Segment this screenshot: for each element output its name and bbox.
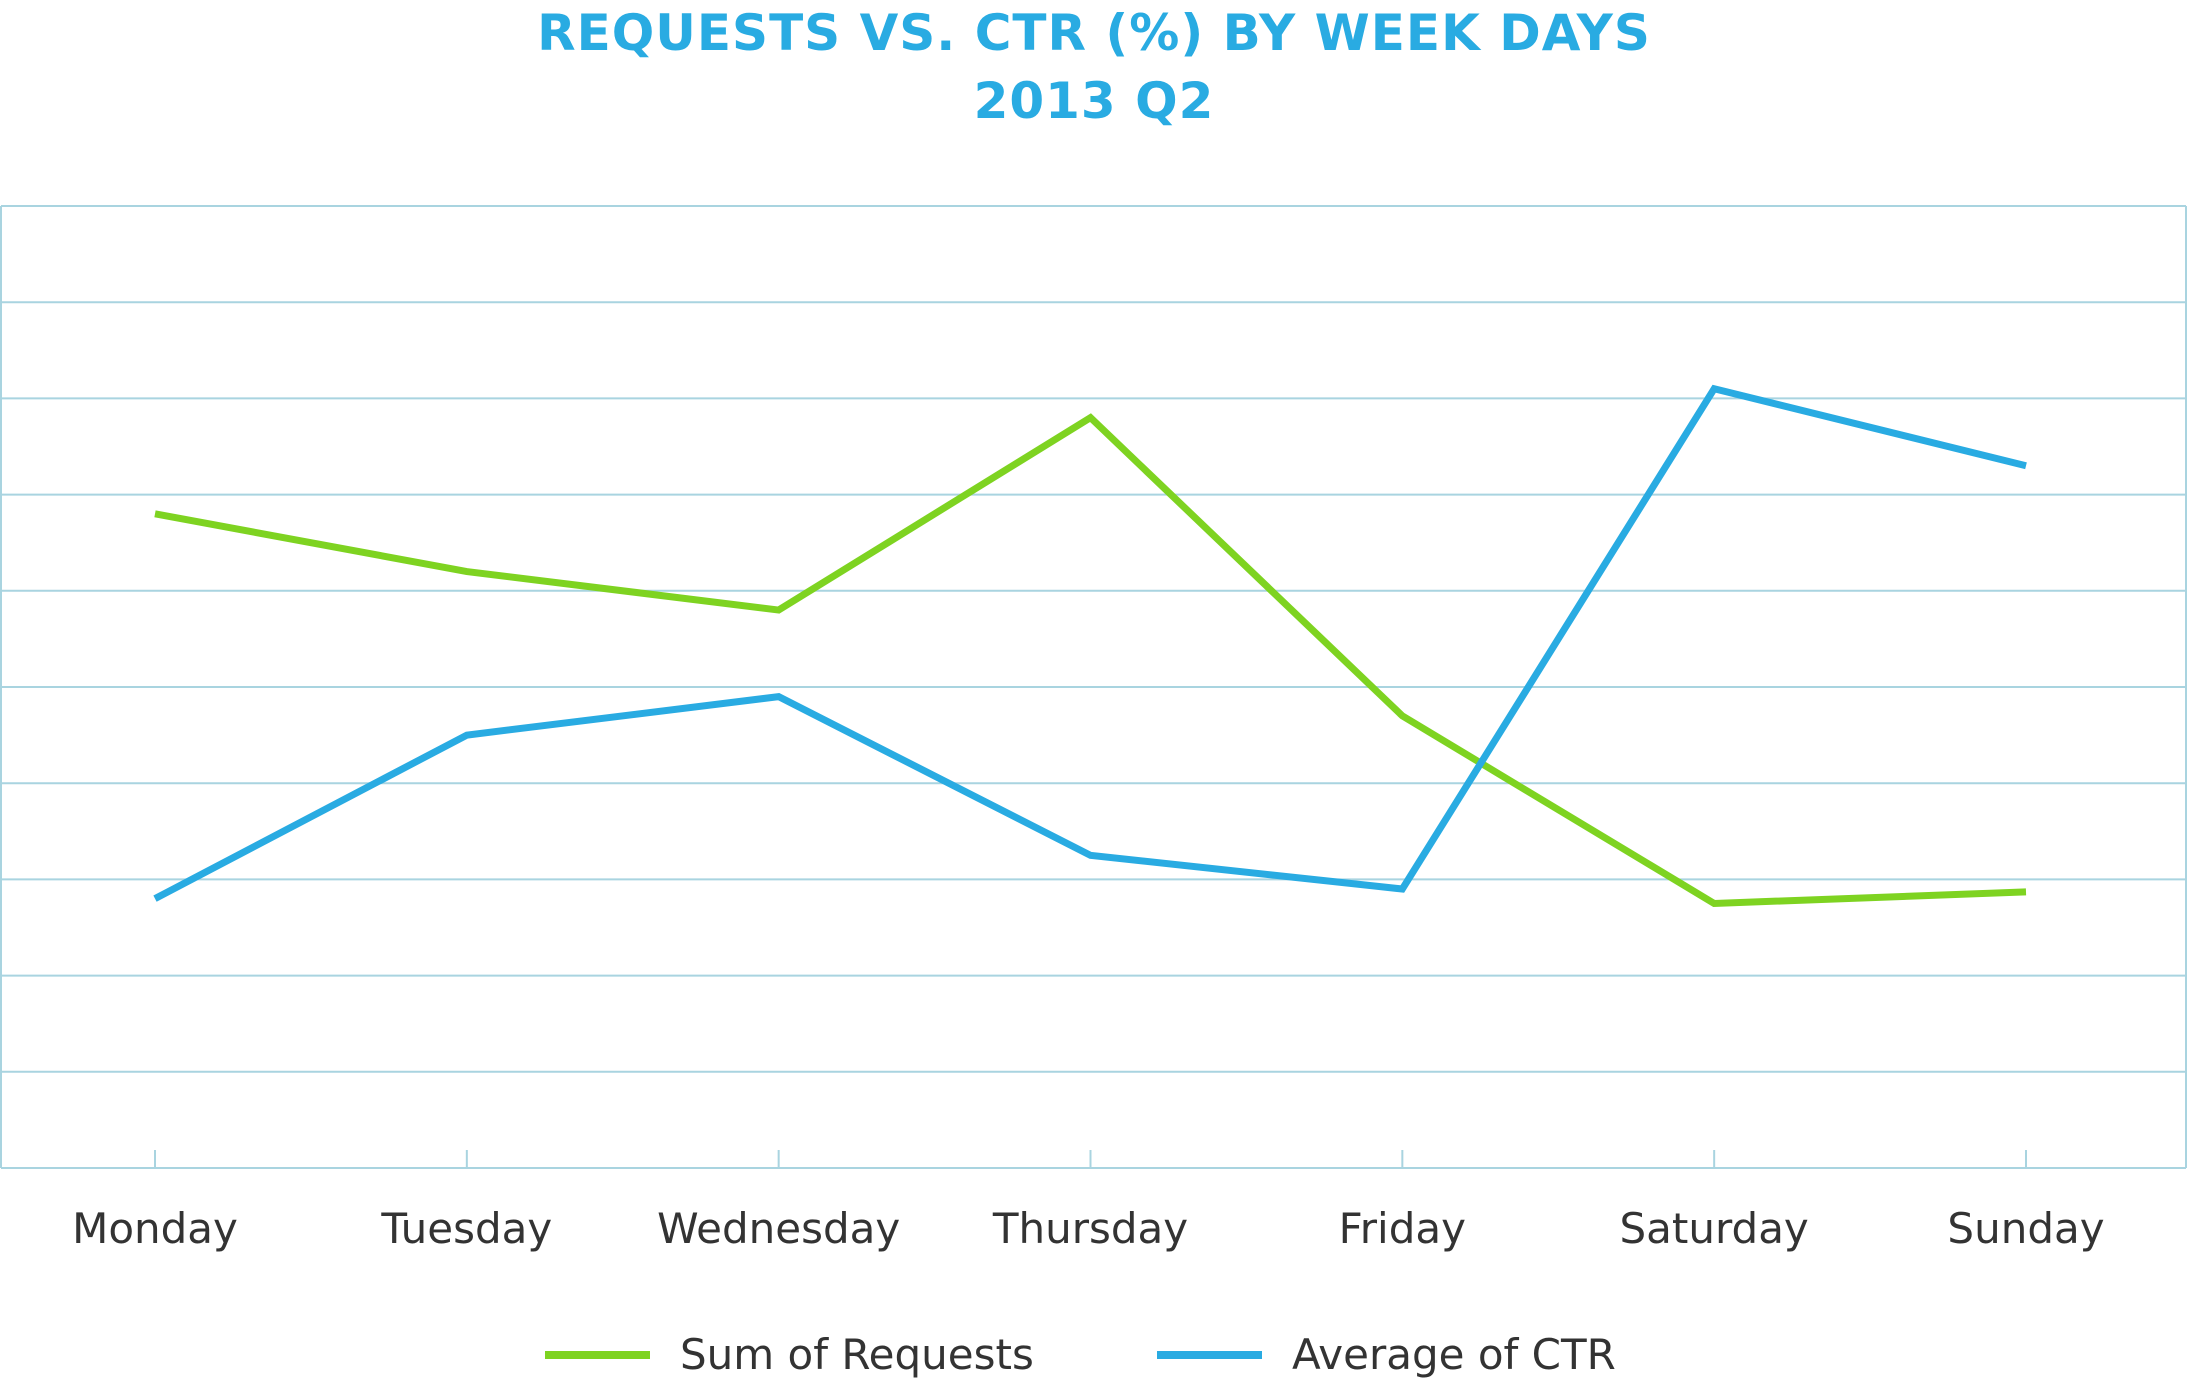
legend-label: Average of CTR xyxy=(1292,1330,1616,1379)
x-tick-labels: Monday Tuesday Wednesday Thursday Friday Satu… xyxy=(72,1204,2104,1253)
legend-label: Sum of Requests xyxy=(680,1330,1034,1379)
x-ticks xyxy=(154,1150,2027,1168)
x-tick-label: Wednesday xyxy=(657,1204,900,1253)
x-tick-label: Tuesday xyxy=(380,1204,552,1253)
x-tick-label: Thursday xyxy=(992,1204,1188,1253)
x-tick-label: Sunday xyxy=(1947,1204,2104,1253)
x-tick-label: Saturday xyxy=(1620,1204,1809,1253)
series-line-0 xyxy=(154,413,2027,907)
x-tick-label: Monday xyxy=(72,1204,238,1253)
gridlines xyxy=(0,205,2187,1169)
series-line-1 xyxy=(153,384,2027,902)
series-lines xyxy=(153,384,2027,907)
chart-subtitle: 2013 Q2 xyxy=(973,72,1215,130)
legend: Sum of Requests Average of CTR xyxy=(545,1330,1616,1379)
chart-title: REQUESTS VS. CTR (%) BY WEEK DAYS xyxy=(537,4,1651,62)
x-tick-label: Friday xyxy=(1339,1204,1466,1253)
